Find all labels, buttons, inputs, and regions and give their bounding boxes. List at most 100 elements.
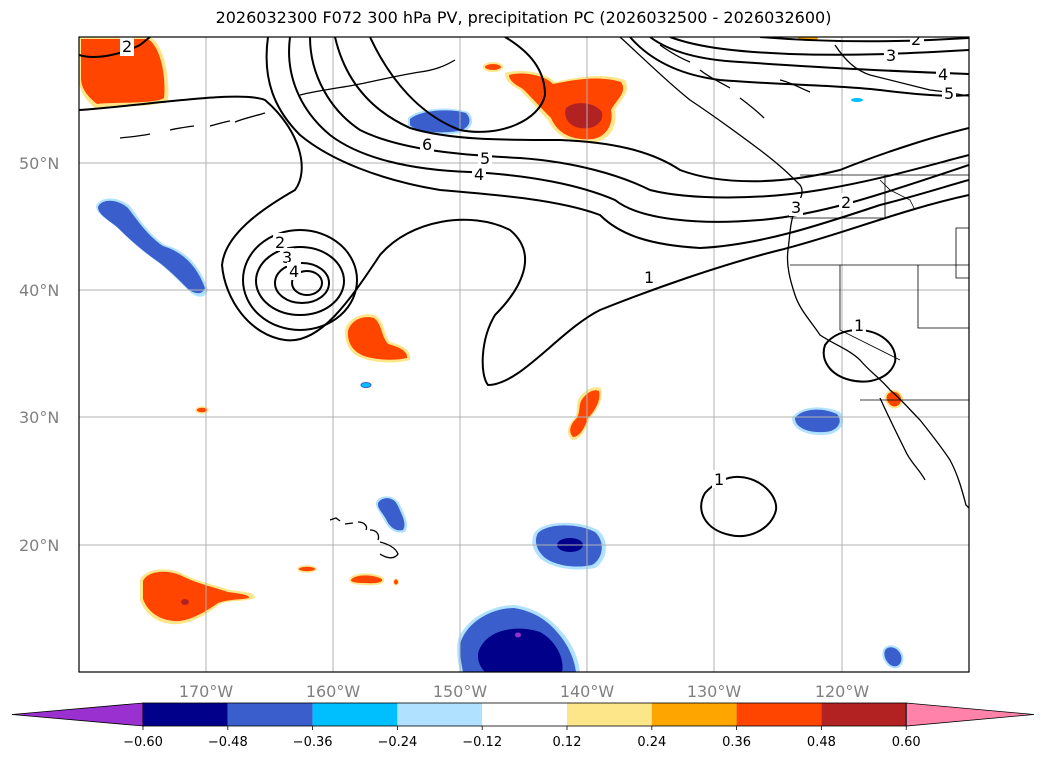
precip-warm-area (570, 390, 600, 437)
contour-label-background (642, 268, 656, 286)
colorbar-segment (736, 703, 822, 726)
colorbar-segment (821, 703, 907, 726)
colorbar-frame (142, 702, 907, 727)
colorbar-tick-label: −0.12 (462, 735, 502, 750)
lon-label: 120°W (815, 682, 870, 701)
pv-contour-line (822, 328, 897, 383)
colorbar-segment (143, 703, 228, 726)
lon-label: 160°W (306, 682, 361, 701)
colorbar-tick-label: 0.12 (553, 735, 582, 750)
precip-cool-area (882, 645, 904, 669)
contour-label: 3 (791, 198, 801, 217)
pv-contour-line (79, 95, 969, 387)
pv-contour-line (291, 270, 323, 296)
lat-label: 30°N (19, 408, 59, 427)
contour-label-background (712, 470, 726, 488)
contour-label: 5 (480, 149, 490, 168)
colorbar-tick-label: 0.60 (892, 735, 921, 750)
colorbar: −0.60 −0.48 −0.36 −0.24 −0.12 0.12 0.24 0.36 0.4… (11, 702, 1035, 750)
contour-label: 3 (282, 248, 292, 267)
precip-cool-area (377, 498, 405, 531)
precip-warm-area (348, 573, 385, 586)
contour-label: 4 (474, 165, 484, 184)
colorbar-tick-label: 0.36 (722, 735, 751, 750)
contour-label: 2 (911, 30, 921, 49)
pv-contours (79, 37, 969, 538)
contour-label-background (942, 84, 956, 102)
contour-label: 1 (854, 316, 864, 335)
map-background (79, 37, 969, 672)
pv-contour-line (309, 37, 969, 199)
colorbar-segment (397, 703, 483, 726)
colorbar-segment (312, 703, 398, 726)
precip-cool-area (851, 98, 863, 102)
pv-contour-line (629, 37, 969, 97)
precip-strong-cool-area (477, 628, 563, 672)
lat-label: 20°N (19, 536, 59, 555)
pv-contour-line (242, 229, 358, 331)
contour-label-background (287, 262, 301, 280)
contour-label: 1 (714, 470, 724, 489)
map-title: 2026032300 F072 300 hPa PV, precipitatio… (215, 8, 832, 27)
precip-warm-area (483, 62, 503, 72)
lon-label: 170°W (179, 682, 234, 701)
contour-label-background (478, 149, 492, 167)
precip-strong-area (181, 599, 189, 605)
longitude-labels: 170°W 160°W 150°W 140°W 130°W 120°W (179, 682, 870, 701)
contour-label-background (280, 248, 294, 266)
precip-warm-area (297, 565, 317, 573)
contour-label: 2 (122, 37, 132, 56)
colorbar-extend-low (11, 702, 144, 727)
precip-cool-area (795, 409, 840, 433)
precip-cool-area (98, 200, 205, 294)
contour-labels: 2 2 3 4 5 6 5 4 2 3 4 1 1 2 (120, 30, 956, 489)
precip-warm-area (393, 578, 399, 586)
colorbar-extend-high (905, 702, 1035, 727)
contour-label-background (420, 135, 434, 153)
pv-contour-line (255, 246, 345, 316)
precip-extreme-cool-area (515, 632, 521, 638)
colorbar-segment (227, 703, 313, 726)
map-frame (78, 36, 970, 673)
lon-label: 140°W (560, 682, 615, 701)
contour-label-background (839, 193, 853, 211)
contour-label: 2 (841, 193, 851, 212)
contour-label-background (472, 165, 486, 183)
pv-contour-line (79, 37, 151, 58)
colorbar-tick-label: −0.36 (293, 735, 333, 750)
precip-strong-area (565, 103, 603, 129)
coastlines (119, 37, 969, 559)
contour-label: 3 (886, 46, 896, 65)
lon-label: 150°W (433, 682, 488, 701)
contour-label: 4 (938, 65, 948, 84)
precip-warm-area (195, 406, 209, 414)
precip-warm-area (81, 39, 165, 104)
contour-label: 2 (275, 233, 285, 252)
lat-label: 50°N (19, 154, 59, 173)
precip-cool-area (360, 382, 372, 388)
contour-label: 6 (422, 135, 432, 154)
contour-label-background (910, 37, 924, 46)
lat-label: 40°N (19, 281, 59, 300)
contour-label-background (273, 233, 287, 251)
contour-label: 5 (944, 84, 954, 103)
pv-contour-line (649, 37, 969, 75)
pv-contour-line (334, 37, 969, 183)
pv-contour-line (274, 262, 330, 304)
contour-label-background (852, 316, 866, 334)
colorbar-segment (567, 703, 652, 726)
pv-contour-line (265, 37, 969, 250)
pv-contour-line (369, 37, 547, 133)
precip-warm-area (143, 571, 250, 622)
contour-label-background (884, 46, 898, 64)
colorbar-tick-label: −0.60 (123, 735, 163, 750)
colorbar-tick-label: 0.48 (807, 735, 836, 750)
pv-contour-line (669, 37, 969, 56)
colorbar-tick-label: −0.24 (377, 735, 417, 750)
contour-label-background (120, 37, 134, 56)
colorbar-segment (651, 703, 737, 726)
contour-label: 4 (289, 262, 299, 281)
colorbar-segment (482, 703, 567, 726)
contour-label-background (789, 198, 803, 216)
